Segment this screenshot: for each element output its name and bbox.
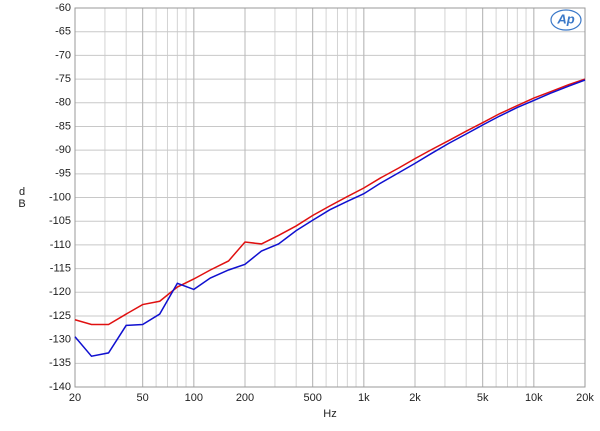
y-tick-label: -135	[49, 357, 71, 369]
x-tick-label: 2k	[409, 392, 421, 404]
x-tick-label: 100	[185, 392, 203, 404]
y-tick-label: -110	[50, 239, 71, 251]
y-tick-label: -85	[55, 120, 71, 132]
x-tick-label: 10k	[525, 392, 543, 404]
y-tick-label: -100	[49, 191, 71, 203]
x-tick-label: 5k	[477, 392, 489, 404]
y-tick-label: -120	[49, 286, 71, 298]
x-tick-label: 500	[303, 392, 321, 404]
series-line	[74, 78, 586, 326]
y-axis-label: dB	[16, 186, 28, 210]
x-tick-label: 20k	[576, 392, 594, 404]
y-tick-label: -140	[49, 381, 71, 393]
x-tick-label: 200	[236, 392, 254, 404]
y-tick-label: -65	[55, 26, 71, 38]
y-tick-label: -75	[55, 73, 71, 85]
y-tick-label: -80	[55, 97, 71, 109]
y-tick-label: -130	[49, 334, 71, 346]
x-tick-label: 20	[69, 392, 81, 404]
x-axis-label: Hz	[323, 408, 336, 420]
y-tick-label: -95	[55, 168, 71, 180]
y-tick-label: -60	[55, 2, 71, 14]
x-tick-label: 1k	[358, 392, 370, 404]
logo: Ap	[556, 11, 574, 26]
y-tick-label: -70	[55, 49, 71, 61]
logo-ring	[550, 9, 582, 31]
series-line	[74, 79, 586, 358]
y-tick-label: -90	[55, 144, 71, 156]
x-tick-label: 50	[137, 392, 149, 404]
y-tick-label: -105	[49, 215, 71, 227]
y-tick-label: -125	[49, 310, 71, 322]
y-tick-label: -115	[50, 262, 71, 274]
plot-frame	[74, 7, 586, 388]
